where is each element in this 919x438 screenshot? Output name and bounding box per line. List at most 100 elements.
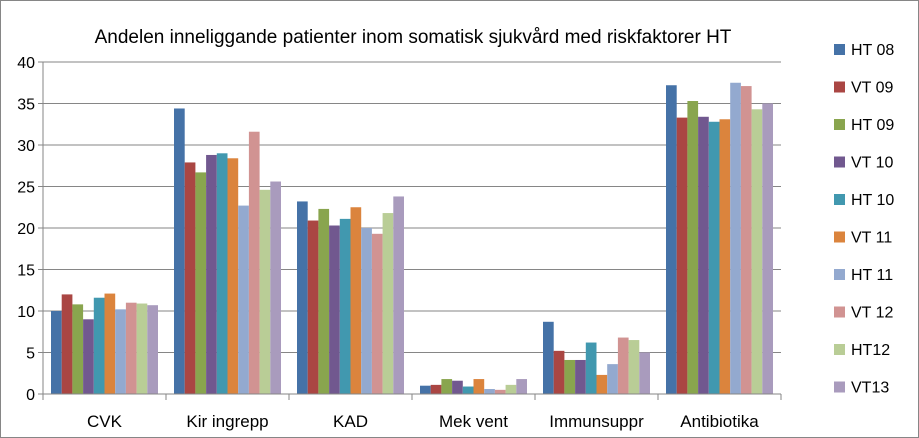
legend-label: HT 09 (851, 117, 894, 134)
bar (195, 172, 207, 394)
bar (730, 82, 741, 394)
bar (371, 233, 383, 394)
legend-swatch (834, 344, 845, 355)
bar (83, 319, 94, 394)
x-tick-label: CVK (87, 412, 123, 431)
bar (238, 205, 249, 394)
bar (452, 380, 463, 394)
bar (473, 379, 485, 394)
bar (125, 302, 137, 394)
bar (484, 389, 495, 394)
legend-label: VT 10 (851, 155, 894, 172)
bar (382, 213, 394, 394)
bar (564, 359, 576, 394)
legend-label: VT 09 (851, 80, 894, 97)
bar (639, 352, 650, 394)
bar (147, 305, 158, 394)
bar (361, 228, 372, 394)
bar (553, 350, 565, 394)
y-tick-label: 35 (17, 97, 35, 114)
bar (751, 109, 763, 394)
bar (318, 208, 330, 394)
bar (708, 121, 720, 394)
bar (494, 389, 506, 394)
bar (430, 384, 442, 394)
legend-label: HT 11 (851, 267, 893, 284)
bar (617, 337, 629, 394)
bar (596, 374, 608, 394)
bar (607, 364, 618, 394)
bar (516, 379, 527, 394)
bar (297, 201, 308, 394)
bar (174, 108, 185, 394)
bar (270, 181, 281, 394)
bar (462, 386, 474, 394)
bar (740, 86, 752, 394)
bar (136, 303, 148, 394)
legend-swatch (834, 306, 845, 318)
bars (51, 82, 773, 395)
legend-label: VT 12 (851, 305, 894, 322)
bar (393, 196, 404, 394)
bar (93, 297, 105, 394)
gridlines (43, 61, 781, 353)
legend-label: HT 10 (851, 192, 894, 209)
bar (104, 293, 116, 394)
y-tick-label: 30 (17, 138, 35, 155)
legend-swatch (834, 81, 845, 93)
bar (505, 384, 517, 394)
legend-label: HT12 (851, 342, 890, 359)
legend-label: HT 08 (851, 42, 894, 59)
legend-swatch (834, 194, 845, 205)
legend-swatch (834, 44, 845, 55)
bar (206, 154, 217, 394)
y-tick-label: 25 (17, 180, 35, 197)
bar (687, 101, 699, 394)
bar (628, 340, 640, 394)
legend-swatch (834, 119, 845, 130)
x-tick-label: Immunsuppr (549, 412, 644, 431)
x-tick-label: Mek vent (439, 412, 508, 431)
bar (719, 119, 731, 395)
bar (441, 379, 453, 394)
y-tick-label: 40 (17, 55, 35, 72)
legend-label: VT13 (851, 380, 889, 397)
chart-title: Andelen inneliggande patienter inom soma… (95, 27, 732, 48)
bar (543, 321, 554, 394)
bar (61, 294, 73, 394)
y-tick-label: 10 (17, 304, 35, 321)
legend-swatch (834, 231, 845, 243)
x-tick-label: KAD (333, 412, 368, 431)
x-tick-label: Kir ingrepp (186, 412, 268, 431)
bar (248, 131, 260, 394)
bar (339, 218, 351, 394)
bar (51, 311, 62, 394)
bar (698, 116, 709, 394)
bar (575, 359, 586, 394)
bar (227, 158, 239, 394)
legend-swatch (834, 156, 845, 168)
bar (350, 207, 362, 394)
y-tick-label: 20 (17, 221, 35, 238)
bar (115, 309, 126, 394)
legend-swatch (834, 381, 845, 393)
bar (307, 220, 319, 394)
bar (259, 189, 271, 394)
legend-swatch (834, 269, 845, 280)
legend-label: VT 11 (851, 230, 892, 247)
x-tick-label: Antibiotika (680, 412, 759, 431)
y-tick-label: 0 (26, 387, 35, 404)
y-tick-label: 15 (17, 263, 35, 280)
bar (329, 225, 340, 394)
bar (216, 153, 228, 394)
legend: HT 08 VT 09 HT 09 VT 10 HT 10 VT 11 HT 11 VT 12… (834, 42, 894, 397)
y-tick-label: 5 (26, 346, 35, 363)
bar (72, 304, 84, 394)
bar (676, 117, 688, 395)
bar (762, 103, 773, 394)
axes: 0 5 10 15 20 25 30 35 40 CVK Kir ingrepp KAD Mek ven… (17, 55, 782, 431)
bar (184, 162, 196, 394)
bar (666, 85, 677, 395)
